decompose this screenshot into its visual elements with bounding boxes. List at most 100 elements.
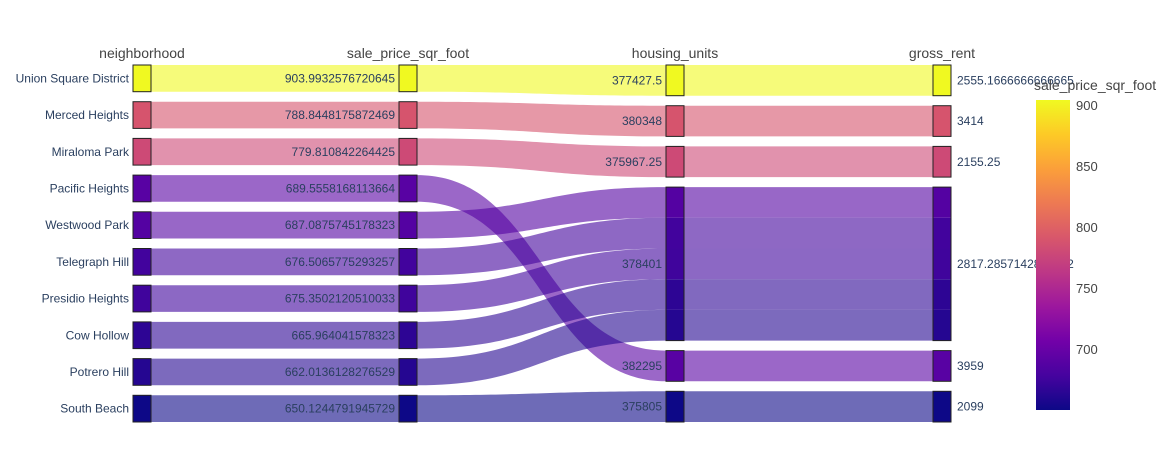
category-bar-1-0[interactable] <box>398 64 418 93</box>
ribbon-merced-heights-0[interactable] <box>151 101 399 129</box>
category-bar-2-5[interactable] <box>665 390 685 423</box>
category-bar-0-2[interactable] <box>132 137 152 166</box>
category-bar-3-0[interactable] <box>932 64 952 97</box>
ribbon-merced-heights-1[interactable] <box>417 101 666 137</box>
ribbon-pacific-heights-0[interactable] <box>151 175 399 202</box>
ribbon-telegraph-hill-2[interactable] <box>684 217 933 249</box>
ribbon-miraloma-park-2[interactable] <box>684 146 933 178</box>
ribbon-cow-hollow-2[interactable] <box>684 279 933 310</box>
category-bar-segment <box>399 138 417 166</box>
colorbar-tick-label: 850 <box>1076 159 1098 174</box>
category-bar-1-7[interactable] <box>398 321 418 350</box>
ribbon-cow-hollow-1[interactable] <box>417 279 666 349</box>
ribbon-potrero-hill-0[interactable] <box>151 358 399 386</box>
category-label: 2099 <box>957 400 984 414</box>
category-bar-2-3[interactable] <box>665 186 685 342</box>
category-label: Cow Hollow <box>66 328 130 342</box>
category-bar-2-0[interactable] <box>665 64 685 97</box>
category-bar-segment <box>399 321 417 349</box>
category-label: 382295 <box>622 359 662 373</box>
category-bar-1-3[interactable] <box>398 174 418 203</box>
category-bar-1-4[interactable] <box>398 211 418 240</box>
category-bar-0-5[interactable] <box>132 248 152 276</box>
category-label: 650.1244791945729 <box>285 402 395 416</box>
category-bar-0-6[interactable] <box>132 284 152 313</box>
category-bar-2-4[interactable] <box>665 350 685 382</box>
category-bar-0-4[interactable] <box>132 211 152 240</box>
category-bar-segment <box>666 65 684 96</box>
dimension-title-2[interactable]: housing_units <box>632 45 718 61</box>
category-bar-segment <box>666 217 684 249</box>
category-label: 687.0875745178323 <box>285 218 395 232</box>
dimension-title-0[interactable]: neighborhood <box>99 45 185 61</box>
category-label: Miraloma Park <box>52 145 130 159</box>
category-bar-0-9[interactable] <box>132 394 152 423</box>
category-bar-3-1[interactable] <box>932 105 952 137</box>
ribbon-south-beach-1[interactable] <box>417 391 666 422</box>
colorbar-bar <box>1036 100 1070 410</box>
ribbon-south-beach-2[interactable] <box>684 391 933 422</box>
category-bar-1-8[interactable] <box>398 358 418 386</box>
colorbar-tick-label: 800 <box>1076 220 1098 235</box>
category-bar-segment <box>933 279 951 310</box>
category-bar-segment <box>133 248 151 276</box>
category-label: 377427.5 <box>612 73 662 87</box>
category-labels-layer: Union Square District Merced Heights Miral… <box>16 71 1075 415</box>
ribbon-presidio-heights-0[interactable] <box>151 285 399 312</box>
category-label: 3959 <box>957 359 984 373</box>
ribbon-potrero-hill-2[interactable] <box>684 309 933 341</box>
ribbon-presidio-heights-1[interactable] <box>417 248 666 312</box>
category-bar-segment <box>399 101 417 129</box>
category-bar-1-1[interactable] <box>398 101 418 129</box>
category-bar-0-8[interactable] <box>132 358 152 386</box>
dimension-title-3[interactable]: gross_rent <box>909 45 975 61</box>
ribbon-merced-heights-2[interactable] <box>684 105 933 137</box>
category-bar-0-3[interactable] <box>132 174 152 203</box>
ribbon-miraloma-park-1[interactable] <box>417 138 666 178</box>
category-bar-0-1[interactable] <box>132 101 152 129</box>
ribbon-westwood-park-0[interactable] <box>151 211 399 239</box>
category-bar-segment <box>133 285 151 312</box>
ribbon-union-square-district-1[interactable] <box>417 65 666 96</box>
ribbon-pacific-heights-2[interactable] <box>684 350 933 382</box>
ribbon-potrero-hill-1[interactable] <box>417 309 666 386</box>
ribbon-cow-hollow-0[interactable] <box>151 321 399 349</box>
category-bar-segment <box>933 391 951 422</box>
ribbon-union-square-district-2[interactable] <box>684 65 933 96</box>
category-bar-segment <box>933 146 951 178</box>
ribbon-telegraph-hill-0[interactable] <box>151 248 399 276</box>
category-bar-segment <box>666 248 684 280</box>
category-bar-3-4[interactable] <box>932 350 952 382</box>
category-bar-segment <box>933 217 951 249</box>
category-label: Westwood Park <box>45 218 130 232</box>
category-bar-1-2[interactable] <box>398 137 418 166</box>
category-bar-segment <box>133 395 151 422</box>
category-bar-0-7[interactable] <box>132 321 152 350</box>
category-bar-3-2[interactable] <box>932 145 952 178</box>
category-label: 676.5065775293257 <box>285 255 395 269</box>
category-bar-2-1[interactable] <box>665 105 685 137</box>
category-bar-3-5[interactable] <box>932 390 952 423</box>
category-bar-segment <box>666 187 684 218</box>
colorbar-ticks: 700 750 800 850 900 <box>1076 98 1098 357</box>
ribbons-layer <box>151 65 933 422</box>
category-bar-1-5[interactable] <box>398 248 418 276</box>
category-bar-segment <box>933 65 951 96</box>
category-label: Potrero Hill <box>70 365 129 379</box>
ribbon-south-beach-0[interactable] <box>151 395 399 422</box>
category-bar-1-9[interactable] <box>398 394 418 423</box>
ribbon-union-square-district-0[interactable] <box>151 65 399 92</box>
ribbon-westwood-park-1[interactable] <box>417 187 666 239</box>
category-bar-2-2[interactable] <box>665 145 685 178</box>
dimension-title-1[interactable]: sale_price_sqr_foot <box>347 45 469 61</box>
ribbon-westwood-park-2[interactable] <box>684 187 933 218</box>
category-bar-0-0[interactable] <box>132 64 152 93</box>
category-label: 665.964041578323 <box>292 328 396 342</box>
category-bar-segment <box>133 65 151 92</box>
ribbon-miraloma-park-0[interactable] <box>151 138 399 166</box>
ribbon-telegraph-hill-1[interactable] <box>417 217 666 276</box>
category-bar-segment <box>399 175 417 202</box>
ribbon-presidio-heights-2[interactable] <box>684 248 933 280</box>
category-bar-1-6[interactable] <box>398 284 418 313</box>
category-bar-3-3[interactable] <box>932 186 952 342</box>
